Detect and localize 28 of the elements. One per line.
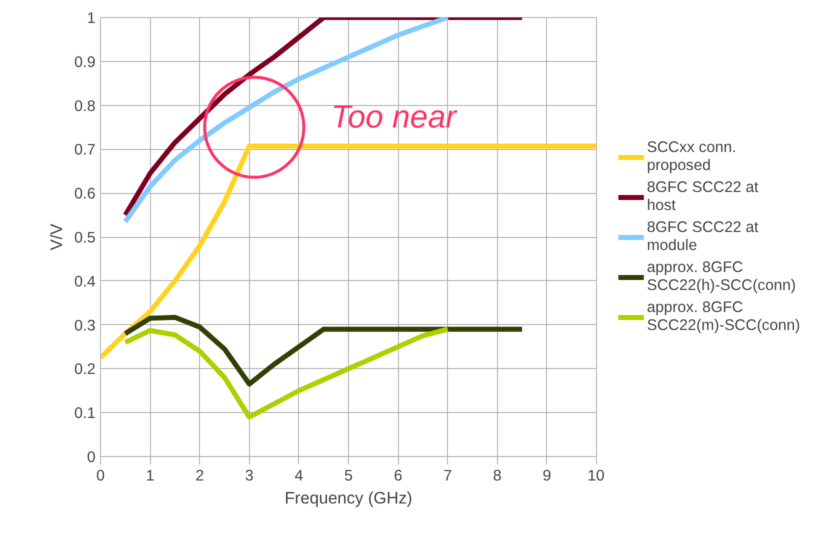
x-tick-label: 6	[394, 468, 402, 484]
legend-label: approx. 8GFC SCC22(h)-SCC(conn)	[646, 258, 796, 294]
y-tick-label: 0.6	[74, 186, 96, 203]
y-tick-label: 0	[86, 449, 96, 466]
y-tick-label: 1	[86, 10, 96, 27]
x-tick-label: 9	[542, 468, 552, 484]
y-tick-label: 0.4	[74, 273, 96, 290]
x-tick-label: 3	[245, 468, 254, 484]
legend-label: 8GFC SCC22 at host	[646, 178, 758, 214]
x-axis-title: Frequency (GHz)	[284, 488, 412, 508]
y-tick-label: 0.5	[74, 230, 96, 246]
y-tick-label: 0.9	[74, 54, 96, 71]
y-tick-label: 0.1	[74, 405, 96, 422]
legend-label: SCCxx conn. proposed	[646, 138, 736, 174]
legend-label: approx. 8GFC SCC22(m)-SCC(conn)	[646, 298, 800, 334]
x-tick-label: 1	[146, 468, 154, 484]
x-tick-label: 2	[195, 468, 204, 484]
annotation: Too near	[331, 98, 458, 134]
x-tick-label: 7	[443, 468, 452, 484]
x-tick-label: 5	[344, 468, 353, 484]
y-tick-label: 0.3	[74, 317, 96, 334]
x-tick-label: 10	[587, 468, 605, 484]
y-axis-title: V/V	[47, 222, 66, 250]
x-tick-label: 8	[493, 468, 502, 484]
x-tick-label: 4	[294, 468, 304, 484]
y-tick-label: 0.2	[74, 361, 96, 378]
y-tick-label: 0.8	[74, 98, 96, 115]
y-tick-label: 0.7	[74, 142, 96, 159]
